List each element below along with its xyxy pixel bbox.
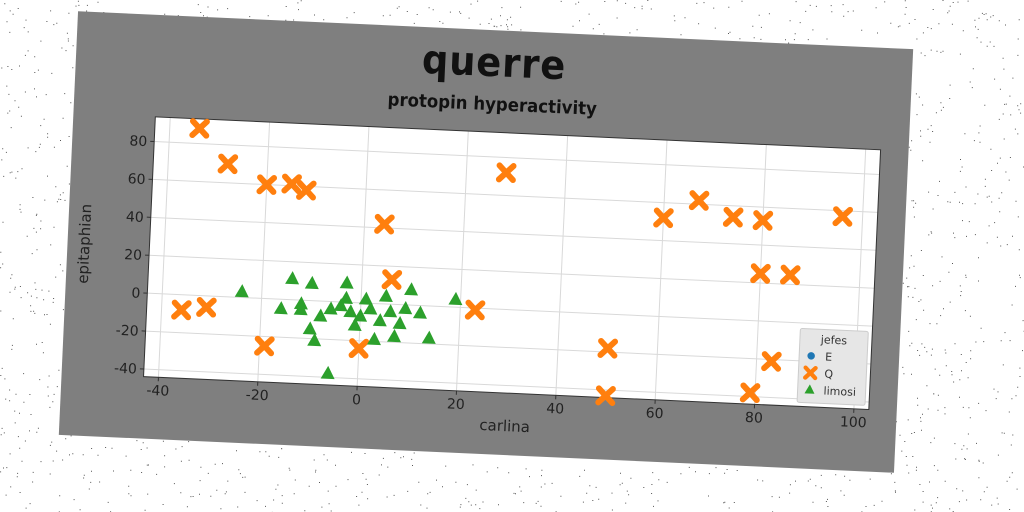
legend-label: limosi: [823, 384, 856, 398]
x-tick-label: -20: [245, 387, 269, 404]
x-tick-label: 40: [546, 401, 565, 418]
y-tick-label: -20: [115, 323, 139, 340]
x-tick-label: 100: [840, 414, 867, 431]
x-axis-label: carlina: [479, 416, 530, 436]
x-tick-label: 80: [745, 410, 764, 427]
y-axis-label: epitaphian: [74, 203, 96, 284]
legend-label: Q: [824, 367, 834, 380]
x-tick-label: 20: [447, 396, 466, 413]
x-tick-label: 0: [352, 392, 362, 408]
y-tick-label: -40: [114, 361, 138, 378]
scatter-plot: -40 -20 0 20 40 60 80 100 -40 -20 0 20 40 60 80 carlina…: [59, 11, 913, 472]
y-tick-label: 80: [129, 133, 148, 150]
legend-title: jefes: [820, 333, 848, 347]
y-tick-label: 40: [126, 209, 145, 226]
chart-figure: querre protopin hyperactivity -40 -20 0 20 4…: [59, 11, 913, 472]
x-tick-label: 60: [645, 405, 664, 422]
y-tick-label: 0: [131, 285, 141, 301]
y-tick-label: 20: [124, 247, 143, 264]
y-tick-label: 60: [127, 171, 146, 188]
x-tick-label: -40: [146, 383, 170, 400]
legend-label: E: [825, 351, 833, 364]
